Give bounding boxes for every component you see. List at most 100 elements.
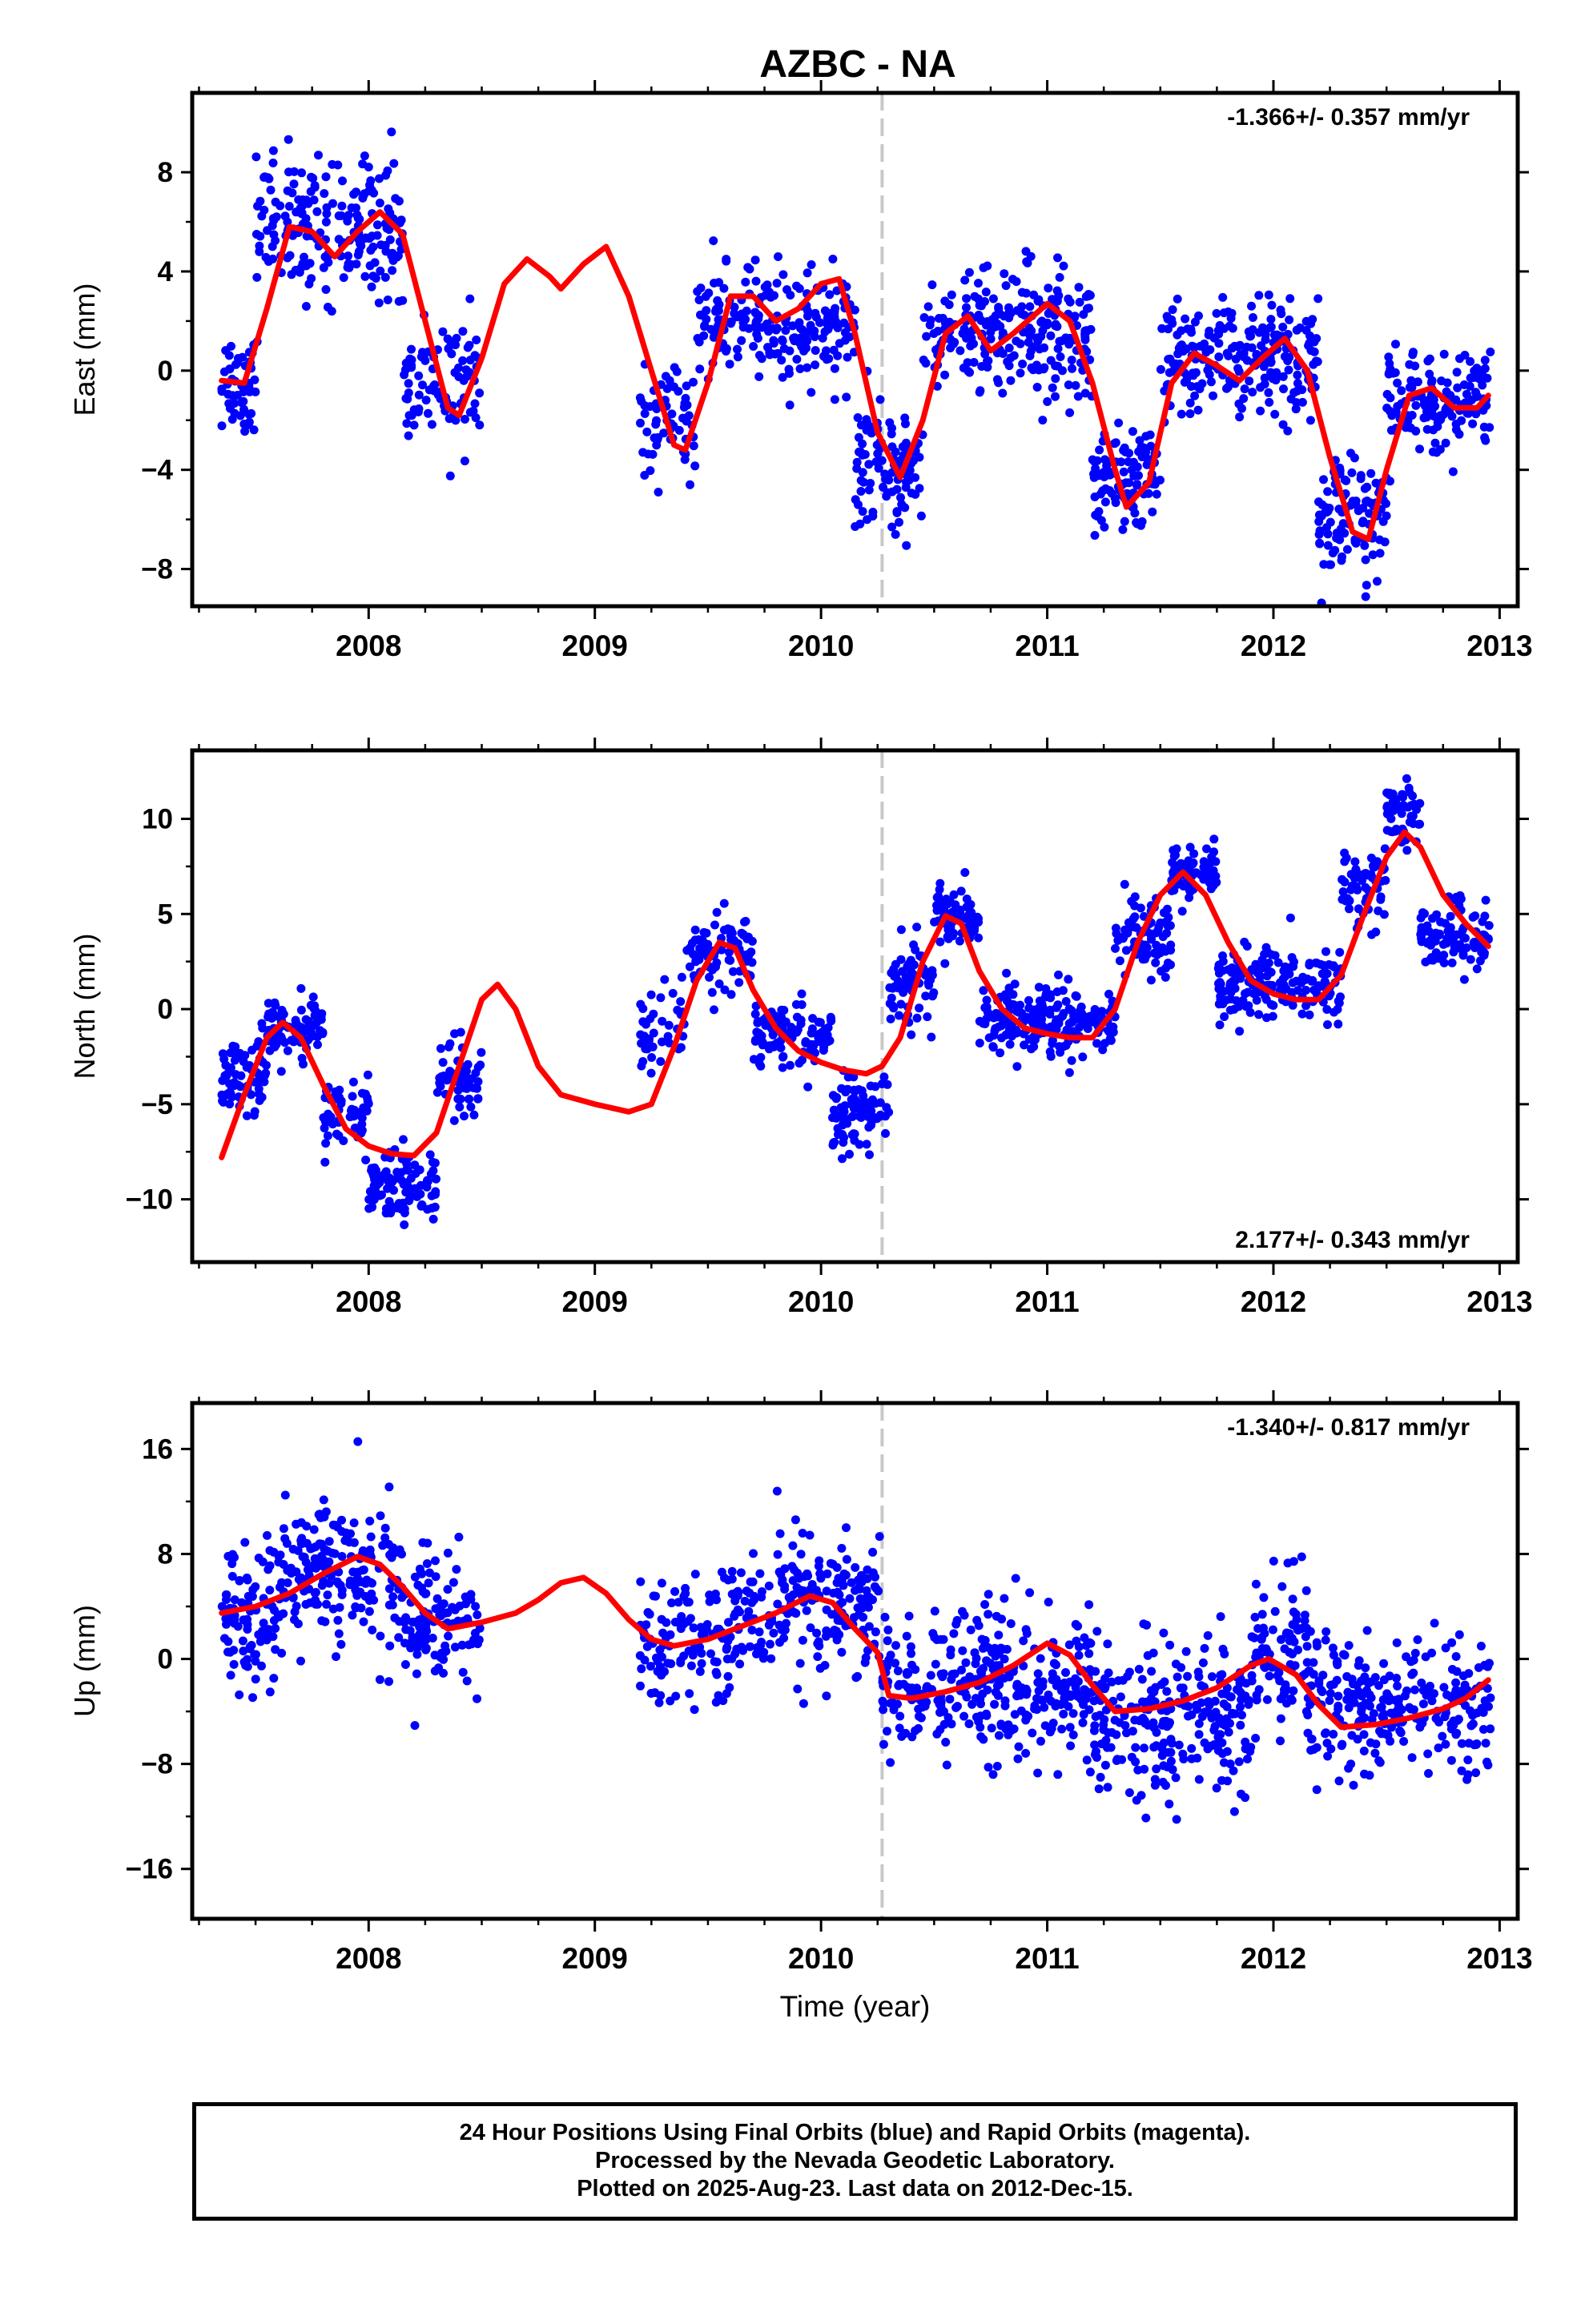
- up-data-point: [788, 1541, 798, 1550]
- up-data-point: [1244, 1699, 1253, 1709]
- up-data-point: [740, 1596, 750, 1606]
- up-data-point: [1474, 1663, 1483, 1672]
- up-data-point: [332, 1652, 340, 1662]
- up-data-point: [849, 1613, 859, 1622]
- up-data-point: [1277, 1582, 1287, 1591]
- north-data-point: [393, 1171, 403, 1180]
- up-data-point: [415, 1630, 424, 1639]
- east-data-point: [319, 263, 328, 272]
- east-data-point: [1214, 352, 1224, 362]
- north-data-point: [1120, 879, 1129, 889]
- east-data-point: [239, 387, 248, 396]
- east-data-point: [741, 277, 750, 287]
- east-data-point: [1168, 319, 1177, 328]
- up-data-point: [949, 1629, 959, 1638]
- north-data-point: [1020, 1040, 1029, 1050]
- up-data-point: [296, 1656, 305, 1666]
- east-data-point: [1406, 376, 1416, 385]
- east-data-point: [1462, 389, 1471, 399]
- north-data-point: [1273, 958, 1283, 967]
- north-data-point: [1121, 946, 1131, 955]
- east-data-point: [1053, 361, 1063, 371]
- north-data-point: [690, 925, 700, 935]
- north-data-point: [841, 1088, 851, 1097]
- north-data-point: [1185, 866, 1195, 875]
- east-data-point: [802, 344, 811, 353]
- east-data-point: [963, 358, 972, 368]
- east-data-point: [670, 363, 679, 372]
- north-data-point: [764, 1044, 774, 1054]
- up-data-point: [723, 1671, 733, 1681]
- north-data-point: [781, 1017, 790, 1027]
- east-data-point: [778, 270, 788, 279]
- up-data-point: [1402, 1686, 1411, 1695]
- up-data-point: [1021, 1748, 1031, 1758]
- up-data-point: [1423, 1749, 1433, 1759]
- east-data-point: [376, 266, 385, 275]
- north-data-point: [423, 1176, 432, 1185]
- up-data-point: [303, 1565, 312, 1574]
- east-data-point: [1070, 312, 1080, 321]
- up-data-point: [461, 1599, 470, 1609]
- up-data-point: [471, 1602, 481, 1611]
- up-data-point: [424, 1568, 434, 1578]
- north-data-point: [1394, 826, 1402, 835]
- up-data-point: [734, 1606, 743, 1615]
- up-data-point: [1187, 1710, 1197, 1719]
- north-data-point: [1052, 1025, 1061, 1034]
- up-data-point: [1329, 1730, 1338, 1739]
- east-data-point: [828, 255, 838, 263]
- east-data-point: [907, 489, 916, 498]
- east-data-point: [402, 419, 412, 428]
- east-data-point: [1423, 356, 1433, 366]
- up-data-point: [722, 1645, 731, 1655]
- up-data-point: [1034, 1677, 1044, 1687]
- north-data-point: [1170, 864, 1180, 874]
- north-data-point: [267, 1011, 276, 1021]
- up-data-point: [1349, 1780, 1358, 1790]
- north-data-point: [1040, 992, 1050, 1002]
- north-data-point: [1097, 1007, 1107, 1016]
- east-data-point: [895, 517, 903, 527]
- up-data-point: [1057, 1724, 1067, 1734]
- up-data-point: [742, 1613, 751, 1622]
- up-data-point: [1289, 1637, 1299, 1647]
- north-data-point: [1439, 958, 1449, 967]
- north-data-point: [975, 1039, 984, 1047]
- north-data-point: [360, 1089, 370, 1099]
- up-data-point: [366, 1532, 376, 1542]
- east-data-point: [892, 485, 902, 494]
- up-data-point: [1304, 1667, 1313, 1676]
- north-data-point: [456, 1027, 465, 1037]
- east-data-point: [388, 255, 398, 265]
- up-data-point: [1079, 1700, 1088, 1709]
- up-data-point: [979, 1735, 988, 1744]
- up-data-point: [1140, 1743, 1149, 1753]
- east-data-point: [1023, 258, 1032, 267]
- north-data-point: [1466, 955, 1475, 964]
- up-data-point: [296, 1573, 306, 1582]
- east-data-point: [268, 159, 278, 167]
- up-data-point: [1092, 1753, 1101, 1762]
- east-data-point: [733, 352, 742, 362]
- up-data-point: [221, 1614, 231, 1623]
- up-data-point: [1187, 1743, 1197, 1753]
- up-data-point: [1329, 1679, 1338, 1689]
- up-data-point: [774, 1567, 784, 1577]
- east-data-point: [830, 364, 839, 373]
- east-data-point: [773, 348, 782, 358]
- up-data-point: [1212, 1783, 1221, 1793]
- up-data-point: [243, 1614, 252, 1624]
- east-data-point: [1397, 386, 1406, 396]
- up-data-point: [1427, 1696, 1437, 1706]
- north-data-point: [814, 1032, 823, 1042]
- up-data-point: [1342, 1672, 1352, 1681]
- east-data-point: [843, 352, 852, 362]
- north-data-point: [394, 1199, 404, 1208]
- east-data-point: [1466, 356, 1475, 366]
- north-data-point: [990, 1026, 1000, 1035]
- east-data-point: [1264, 388, 1273, 397]
- up-data-point: [265, 1687, 275, 1697]
- up-data-point: [1338, 1739, 1347, 1749]
- east-data-point: [1025, 302, 1035, 312]
